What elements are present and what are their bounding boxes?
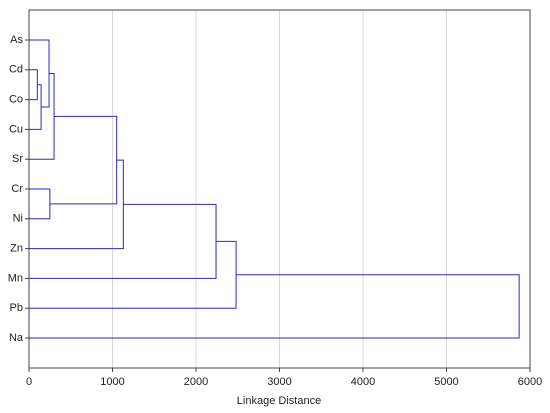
leaf-label: Ni — [13, 213, 23, 225]
x-tick-label: 4000 — [351, 376, 375, 388]
dendrogram-link — [29, 69, 38, 101]
dendrogram-link — [29, 188, 51, 220]
x-tick-label: 5000 — [434, 376, 458, 388]
x-axis-label: Linkage Distance — [237, 395, 321, 407]
dendrogram-link — [29, 240, 237, 309]
dendrogram-link — [29, 84, 42, 130]
leaf-label: Zn — [10, 243, 23, 255]
leaf-label: Sr — [12, 153, 23, 165]
dendrogram-link — [29, 274, 520, 339]
leaf-label: As — [10, 34, 23, 46]
leaf-label: Pb — [10, 302, 23, 314]
dendrogram-link — [29, 203, 217, 279]
x-tick-label: 6000 — [518, 376, 542, 388]
x-tick-label: 0 — [26, 376, 32, 388]
dendrogram-link — [29, 39, 50, 108]
x-tick-label: 2000 — [184, 376, 208, 388]
x-tick-label: 1000 — [100, 376, 124, 388]
x-tick-label: 3000 — [267, 376, 291, 388]
leaf-label: Mn — [8, 272, 23, 284]
dendrogram-link — [49, 115, 118, 205]
leaf-label: Cr — [11, 183, 23, 195]
leaf-label: Cu — [9, 123, 23, 135]
leaf-label: Na — [9, 332, 24, 344]
leaf-label: Cd — [9, 64, 23, 76]
leaf-label: Co — [9, 94, 23, 106]
